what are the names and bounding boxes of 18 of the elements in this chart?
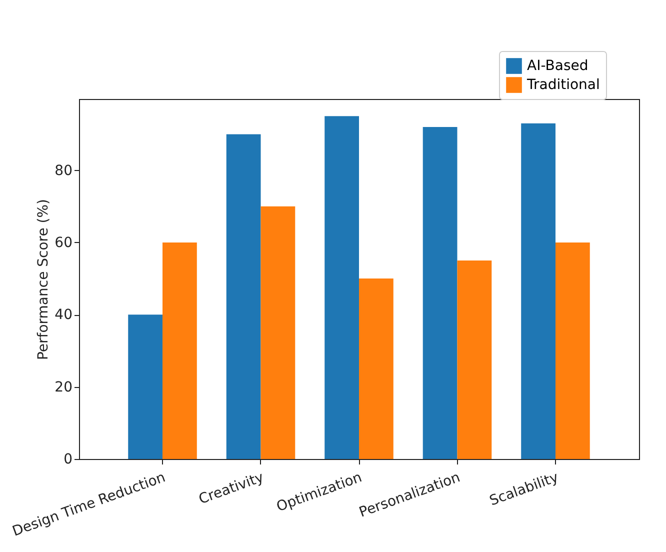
bar: [555, 242, 590, 459]
y-tick-label: 40: [54, 307, 72, 324]
bar: [324, 116, 359, 459]
bar: [521, 123, 556, 459]
bar: [260, 206, 296, 459]
y-tick-label: 60: [54, 234, 72, 251]
bar: [226, 134, 261, 459]
y-tick-label: 0: [64, 452, 72, 468]
legend-label: AI-Based: [527, 58, 588, 74]
y-tick-label: 20: [54, 379, 72, 396]
y-tick-label: 80: [54, 162, 72, 179]
bar: [359, 278, 394, 459]
bar: [162, 242, 197, 459]
legend-label: Traditional: [526, 77, 600, 93]
y-axis-title: Performance Score (%): [36, 198, 52, 360]
bar: [128, 314, 163, 459]
bar: [457, 260, 492, 459]
bar: [422, 126, 458, 459]
